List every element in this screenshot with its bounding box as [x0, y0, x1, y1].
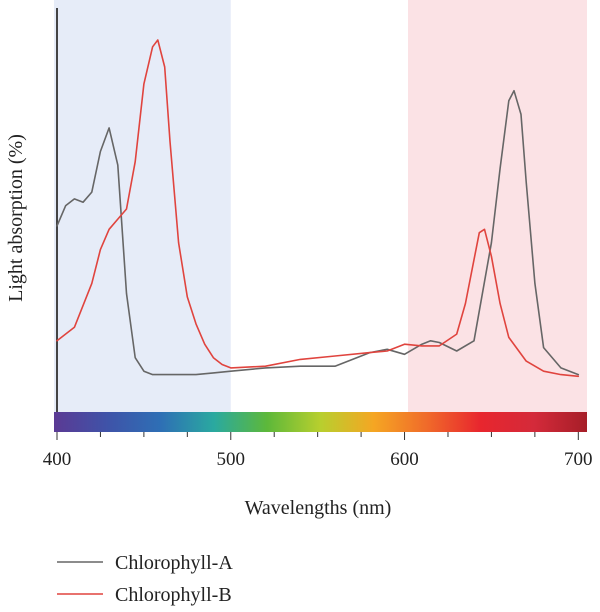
- x-tick-label-600: 600: [390, 449, 419, 470]
- legend-label-chlorophyll-a: Chlorophyll-A: [115, 552, 233, 574]
- shaded-region-2: [408, 0, 587, 432]
- legend: Chlorophyll-A Chlorophyll-B: [57, 552, 233, 606]
- x-tick-label-500: 500: [217, 449, 246, 470]
- x-tick-label-400: 400: [43, 449, 72, 470]
- series-line-chlorophyll-b: [56, 39, 580, 378]
- x-axis-ticks: 400 500 600 700: [43, 432, 593, 470]
- shaded-region-1: [54, 0, 231, 432]
- shaded-regions: [54, 0, 587, 432]
- x-tick-label-700: 700: [564, 449, 593, 470]
- spectrum-bar: [54, 412, 587, 432]
- legend-label-chlorophyll-b: Chlorophyll-B: [115, 584, 232, 606]
- x-axis-title: Wavelengths (nm): [245, 497, 392, 519]
- y-axis-title: Light absorption (%): [5, 134, 27, 302]
- series-line-chlorophyll-a: [56, 89, 580, 376]
- series-lines: [56, 39, 580, 378]
